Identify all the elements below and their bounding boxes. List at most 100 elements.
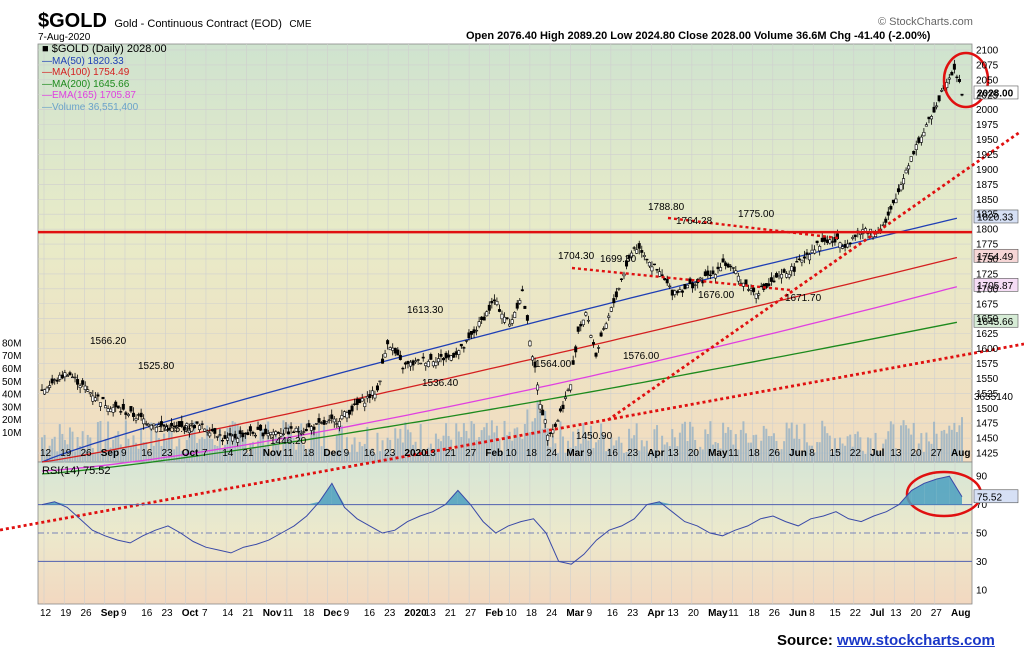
volume-bar (622, 453, 625, 462)
candle-body (391, 347, 395, 351)
volume-bar (755, 434, 758, 462)
candle-body (241, 432, 245, 438)
volume-bar (813, 452, 816, 462)
date-tick-label: Dec (323, 608, 342, 619)
volume-bar (706, 433, 709, 462)
candle-body (665, 279, 669, 284)
volume-bar (51, 438, 54, 462)
candle-body (246, 432, 250, 436)
volume-bar (226, 427, 229, 462)
volume-bar (101, 449, 104, 462)
candle-body (688, 278, 692, 285)
candle-body (612, 298, 616, 304)
date-tick-label: Jul (870, 608, 885, 619)
candle-body (569, 384, 573, 391)
candle-body (487, 304, 491, 311)
volume-bar (401, 442, 404, 462)
price-tick-label: 1450 (976, 434, 999, 445)
candle-body (325, 421, 329, 424)
volume-bar (678, 432, 681, 462)
candle-body (88, 392, 92, 395)
volume-bar (356, 451, 359, 462)
price-annotation: 1671.70 (785, 293, 822, 304)
candle-body (414, 360, 418, 363)
candle-body (185, 423, 189, 429)
volume-bar (854, 434, 857, 462)
volume-bar (925, 432, 928, 462)
candle-body (586, 319, 590, 322)
candle-body (708, 274, 712, 277)
volume-bar (478, 437, 481, 462)
volume-bar (249, 442, 252, 462)
candle-body (937, 95, 941, 102)
volume-bar (798, 438, 801, 462)
candle-body (922, 132, 926, 137)
date-tick-label: 20 (688, 608, 700, 619)
candle-body (223, 435, 227, 439)
date-tick-label: 13 (668, 608, 680, 619)
volume-bar (488, 435, 491, 462)
volume-bar (493, 432, 496, 462)
volume-bar (841, 443, 844, 462)
volume-bar (775, 440, 778, 462)
candle-body (528, 340, 532, 347)
price-tick-label: 1650 (976, 314, 999, 325)
candle-body (439, 353, 443, 357)
volume-bar (938, 449, 941, 462)
price-tick-label: 1975 (976, 120, 999, 131)
candle-body (327, 419, 331, 421)
candle-body (65, 375, 69, 377)
candle-body (724, 262, 728, 266)
candle-body (398, 354, 402, 360)
date-tick-label: 16 (607, 608, 619, 619)
candle-body (581, 319, 585, 326)
date-tick-label: 10 (506, 448, 518, 459)
rsi-tick-label: 90 (976, 472, 988, 483)
candle-body (797, 258, 801, 261)
candle-body (70, 376, 74, 379)
right-price-box (973, 85, 1019, 100)
candle-body (459, 343, 463, 347)
source-credit: Source: www.stockcharts.com (777, 632, 995, 649)
volume-bar (386, 437, 389, 462)
rsi-last-box (973, 489, 1019, 504)
volume-bar (366, 427, 369, 462)
volume-bar (440, 441, 443, 462)
volume-bar (584, 433, 587, 462)
volume-bar (417, 451, 420, 462)
volume-bar (274, 434, 277, 462)
volume-bar (290, 434, 293, 462)
volume-bar (447, 436, 450, 462)
volume-bar (157, 437, 160, 462)
date-tick-label: 16 (364, 448, 376, 459)
volume-bar (744, 433, 747, 462)
candle-body (561, 404, 565, 410)
price-tick-label: 1475 (976, 419, 999, 430)
candle-body (53, 379, 57, 381)
volume-bar (894, 448, 897, 462)
volume-bar (905, 425, 908, 462)
date-tick-label: 16 (141, 608, 153, 619)
candle-body (256, 426, 260, 430)
candle-body (780, 274, 784, 279)
volume-bar (691, 426, 694, 462)
volume-bar (132, 435, 135, 462)
volume-bar (559, 421, 562, 462)
price-tick-label: 1625 (976, 329, 999, 340)
candle-body (271, 431, 275, 436)
volume-bar (719, 448, 722, 462)
volume-bar (457, 431, 460, 462)
candle-body (574, 346, 578, 353)
source-link[interactable]: www.stockcharts.com (837, 632, 995, 649)
volume-bar (445, 423, 448, 462)
price-annotation: 1450.90 (576, 431, 613, 442)
candle-body (111, 406, 115, 413)
candle-body (795, 261, 799, 263)
candle-body (571, 360, 575, 365)
candle-body (251, 431, 255, 434)
date-tick-label: Feb (485, 448, 503, 459)
candle-body (749, 288, 753, 291)
rsi-last-label: 75.52 (977, 492, 1002, 503)
volume-bar (549, 447, 552, 462)
